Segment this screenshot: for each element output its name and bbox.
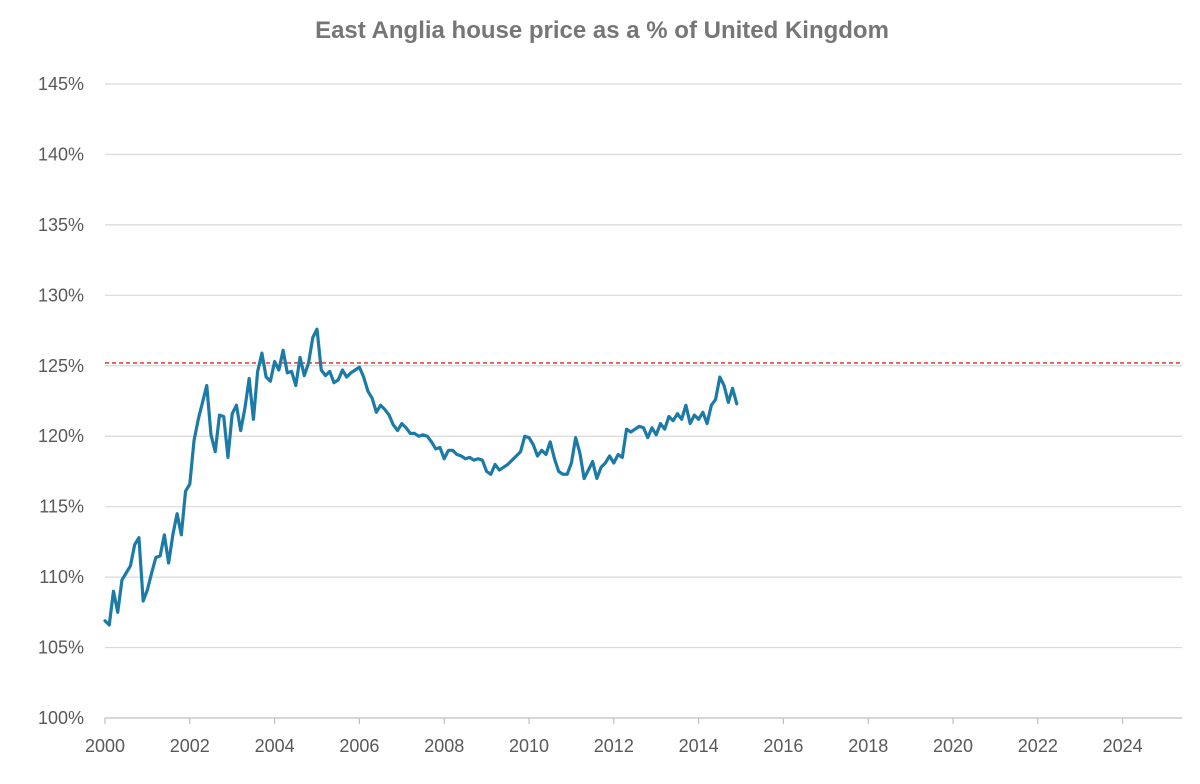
y-axis-tick-labels: 100% 105% 110% 115% 120% 125% 130% 135% 140% 145% (38, 74, 84, 728)
y-tick-label-115: 115% (39, 497, 84, 517)
x-tick-label-2008: 2008 (424, 736, 464, 756)
y-tick-label-140: 140% (38, 144, 84, 164)
x-tick-label-2002: 2002 (170, 736, 210, 756)
x-tick-label-2024: 2024 (1103, 736, 1143, 756)
y-tick-label-105: 105% (38, 638, 84, 658)
x-tick-label-2006: 2006 (339, 736, 379, 756)
x-axis-tick-labels: 2000 2002 2004 2006 2008 2010 2012 2014 2016 2018… (85, 718, 1143, 756)
x-tick-label-2014: 2014 (679, 736, 719, 756)
x-tick-label-2018: 2018 (848, 736, 888, 756)
x-tick-label-2016: 2016 (763, 736, 803, 756)
x-tick-label-2010: 2010 (509, 736, 549, 756)
x-tick-label-2000: 2000 (85, 736, 125, 756)
series-line-east-anglia (103, 327, 739, 627)
y-tick-label-145: 145% (38, 74, 84, 94)
x-tick-label-2004: 2004 (255, 736, 295, 756)
y-tick-label-135: 135% (38, 215, 84, 235)
y-tick-label-125: 125% (38, 356, 84, 376)
y-tick-label-110: 110% (39, 567, 84, 587)
gridlines (105, 83, 1182, 649)
x-tick-label-2012: 2012 (594, 736, 634, 756)
y-tick-label-100: 100% (38, 708, 84, 728)
chart-title: East Anglia house price as a % of United… (315, 17, 889, 44)
x-tick-label-2020: 2020 (933, 736, 973, 756)
y-tick-label-130: 130% (38, 285, 84, 305)
x-tick-label-2022: 2022 (1018, 736, 1058, 756)
y-tick-label-120: 120% (38, 426, 84, 446)
